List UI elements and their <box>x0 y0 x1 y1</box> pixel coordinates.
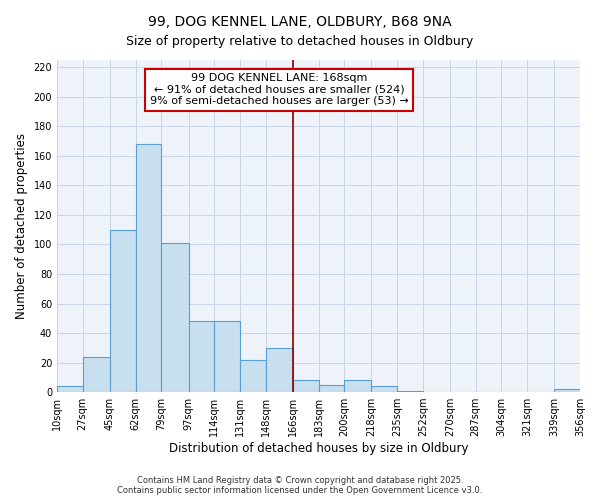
Bar <box>293 380 319 392</box>
Bar <box>136 144 161 392</box>
X-axis label: Distribution of detached houses by size in Oldbury: Distribution of detached houses by size … <box>169 442 468 455</box>
Bar <box>110 230 136 392</box>
Text: Size of property relative to detached houses in Oldbury: Size of property relative to detached ho… <box>127 35 473 48</box>
Bar <box>83 356 110 392</box>
Bar <box>266 348 293 392</box>
Text: 99 DOG KENNEL LANE: 168sqm
← 91% of detached houses are smaller (524)
9% of semi: 99 DOG KENNEL LANE: 168sqm ← 91% of deta… <box>150 74 409 106</box>
Bar <box>214 321 240 392</box>
Bar <box>57 386 83 392</box>
Bar <box>371 386 397 392</box>
Bar <box>240 360 266 392</box>
Y-axis label: Number of detached properties: Number of detached properties <box>15 133 28 319</box>
Bar <box>397 390 423 392</box>
Bar <box>344 380 371 392</box>
Bar <box>554 389 580 392</box>
Text: Contains HM Land Registry data © Crown copyright and database right 2025.
Contai: Contains HM Land Registry data © Crown c… <box>118 476 482 495</box>
Bar <box>188 321 214 392</box>
Text: 99, DOG KENNEL LANE, OLDBURY, B68 9NA: 99, DOG KENNEL LANE, OLDBURY, B68 9NA <box>148 15 452 29</box>
Bar <box>161 243 188 392</box>
Bar <box>319 384 344 392</box>
